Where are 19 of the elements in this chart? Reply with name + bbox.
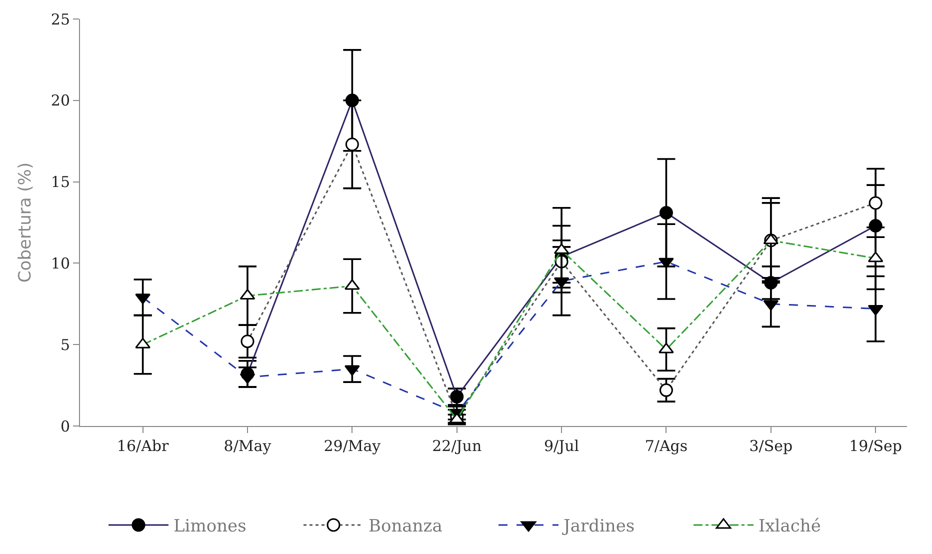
- y-tick-label: 0: [60, 417, 70, 436]
- x-tick-label: 16/Abr: [116, 437, 170, 455]
- y-axis-title: Cobertura (%): [15, 162, 36, 283]
- x-tick-label: 9/Jul: [544, 437, 580, 455]
- x-tick-label: 22/Jun: [432, 437, 482, 455]
- y-tick-label: 15: [50, 173, 70, 192]
- x-tick-label: 7/Ags: [644, 437, 688, 455]
- x-tick-label: 19/Sep: [849, 437, 902, 455]
- legend-label: Limones: [174, 516, 246, 537]
- y-tick-label: 25: [50, 10, 70, 28]
- legend-label: Jardines: [562, 516, 635, 537]
- x-tick-label: 8/May: [224, 437, 272, 455]
- x-tick-label: 3/Sep: [749, 437, 793, 455]
- legend-label: Ixlaché: [758, 516, 821, 537]
- y-tick-label: 20: [50, 92, 70, 110]
- y-tick-label: 10: [50, 254, 70, 272]
- legend-label: Bonanza: [368, 516, 442, 537]
- y-tick-label: 5: [60, 336, 70, 354]
- x-tick-label: 29/May: [324, 437, 382, 455]
